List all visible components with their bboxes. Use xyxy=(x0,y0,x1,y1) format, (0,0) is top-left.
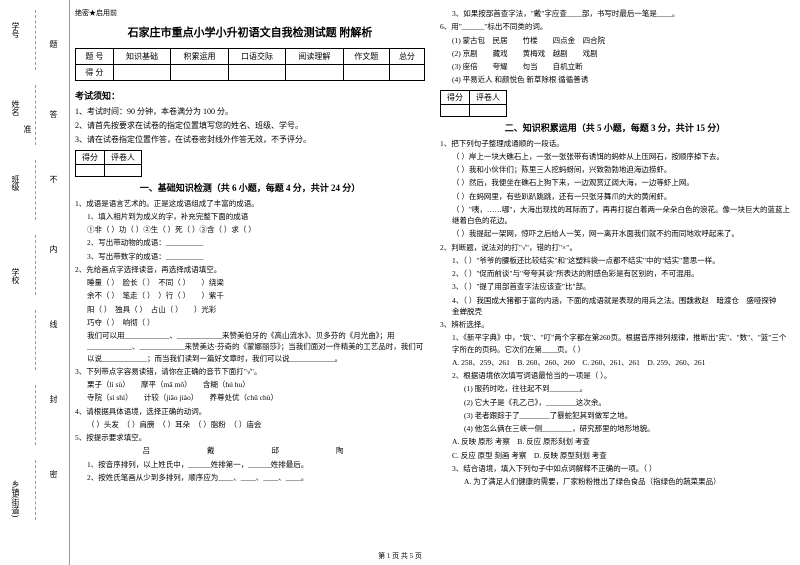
q3-row2: 寺院（sì shì） 计较（jiǎo jiào） 养尊处优（chǔ chù） xyxy=(75,392,425,403)
q6-r1: (1) 蒙古包 民居 竹楼 四点金 四合院 xyxy=(440,35,790,46)
q1-sub2: 2、写出带动物的成语：__________ xyxy=(75,237,425,248)
q1-line1: ①非（ ）功（ ）②生（ ）死（ ）③含（ ）求（ ） xyxy=(75,224,425,235)
section1-title: 一、基础知识检测（共 6 小题，每题 4 分，共计 24 分） xyxy=(75,181,425,194)
side-label-xuehao: 学号 xyxy=(10,22,21,38)
q2-row4: 巧夺（ ） 响彻（ ） xyxy=(75,317,425,328)
notice-3: 3、请在试卷指定位置作答，在试卷密封线外作答无效，不予评分。 xyxy=(75,134,425,145)
r1-l2: （ ）然后，我便坐在礁石上狗下来，一边观赏辽阔大海，一边等虾上网。 xyxy=(440,177,790,188)
r3-l4: (4) 他怎么俩在三峡一侧________，研究那里的地形地貌。 xyxy=(440,423,790,434)
side-v-bu: 不 xyxy=(48,175,59,183)
q3-row1: 栗子（lì sù） 摩平（mā mō） 含糊（hú hu） xyxy=(75,379,425,390)
q2-row3: 阳（ ） 独具（ ） 占山（ ） ）光彩 xyxy=(75,304,425,315)
side-v-xian: 线 xyxy=(48,320,59,328)
r3-l2: (2) 它大子是《孔乙己》，________这次余。 xyxy=(440,397,790,408)
r3-stem: 3、辨析选择。 xyxy=(440,319,790,330)
q1-sub1: 1、填入相片到为成义的字，补充完整下面的成语 xyxy=(75,211,425,222)
q6-r4: (4) 平易近人 和颜悦色 新草除根 循循善诱 xyxy=(440,74,790,85)
side-v-da: 答 xyxy=(48,110,59,118)
th-3: 口语交际 xyxy=(228,49,285,65)
r1-l0: （ ）岸上一块大礁石上，一张一张张带有诱饵的蚂蚱从上压网石，按顺序掉下去。 xyxy=(440,151,790,162)
r1-l5: （ ）我提起一架网，惊吓之后给人一笑，网一离开水面我们就不约而同地欢呼起来了。 xyxy=(440,228,790,239)
r2-i3: 4、（ ）我国成大猪都于富的内涵，下面的成语就是表现的用兵之法。围魏救赵 暗渡仓… xyxy=(440,295,790,318)
side-v-nei: 内 xyxy=(48,245,59,253)
score-table: 题 号 知识基础 积累运用 口语交际 阅读理解 作文题 总分 得 分 xyxy=(75,48,425,81)
binding-sidebar: 学号 题 姓名 答 准 不 班级 内 学校 线 封 密 乡镇(街道) xyxy=(0,0,70,565)
r3-opts2: A. 反映 原形 考察 B. 反应 原形刻划 考查 xyxy=(440,436,790,447)
row-label: 得 分 xyxy=(76,65,114,81)
r1-l3: （ ）在蚂网里，有些趴趴跳跳，还有一只张牙舞爪的大的黄闹虾。 xyxy=(440,191,790,202)
q1-sub3: 3、写出带数字的成语：__________ xyxy=(75,251,425,262)
notice-2: 2、请首先按要求在试卷的指定位置填写您的姓名、班级、学号。 xyxy=(75,120,425,131)
r1-l1: （ ）我和小伙伴们；陈里三人挖蚂蚜间，兴致勃勃地迫海边捞虾。 xyxy=(440,164,790,175)
q5-stem: 5、按提示要求填空。 xyxy=(75,432,425,443)
exam-title: 石家庄市重点小学小升初语文自我检测试题 附解析 xyxy=(75,24,425,40)
th-2: 积累运用 xyxy=(171,49,228,65)
q6-r2: (2) 京剧 藏戏 黄梅戏 越剧 戏剧 xyxy=(440,48,790,59)
side-v-zhun: 准 xyxy=(22,125,33,133)
side-v-feng: 封 xyxy=(48,395,59,403)
side-label-xingming: 姓名 xyxy=(10,100,21,116)
th-1: 知识基础 xyxy=(113,49,170,65)
left-column: 绝密★启用前 石家庄市重点小学小升初语文自我检测试题 附解析 题 号 知识基础 … xyxy=(75,8,425,489)
r1-stem: 1、把下列句子整理成通顺的一段话。 xyxy=(440,138,790,149)
r3-l1: (1) 服药时吃，往往起不到________。 xyxy=(440,383,790,394)
q5c: 3、如果按部首查字法，"戴"字应查____部，书写时最后一笔是____。 xyxy=(440,8,790,19)
th-0: 题 号 xyxy=(76,49,114,65)
q5-names: 吕 戴 邱 陶 xyxy=(75,445,425,456)
th-5: 作文题 xyxy=(343,49,389,65)
r3-opts1: A. 258、259、261 B. 260、260、260 C. 260、261… xyxy=(440,357,790,368)
notice-heading: 考试须知： xyxy=(75,89,425,102)
q6-r3: (3) 座倍 夸耀 句当 自机立断 xyxy=(440,61,790,72)
r2-stem: 2、判断题，说法对的打"√"，错的打"×"。 xyxy=(440,242,790,253)
th-6: 总分 xyxy=(389,49,424,65)
r2-i2: 3、（ ）"提了用部首查字法应该查"比"部。 xyxy=(440,281,790,292)
side-v-mi: 密 xyxy=(48,470,59,478)
mini2-c2: 评卷人 xyxy=(470,90,507,104)
mini-c2: 评卷人 xyxy=(105,150,142,164)
q4-stem: 4、请根据具体语境，选择正确的动词。 xyxy=(75,406,425,417)
q2-stem: 2、先给画点字选择读音，再选择成语填空。 xyxy=(75,264,425,275)
q1-stem: 1、成语是语言艺术的。正是这成语组成了丰富的成语。 xyxy=(75,198,425,209)
mini-c1: 得分 xyxy=(76,150,105,164)
mini2-c1: 得分 xyxy=(441,90,470,104)
side-label-xiangzhen: 乡镇(街道) xyxy=(10,480,21,517)
side-v-ti: 题 xyxy=(48,40,59,48)
grader-table-1: 得分评卷人 xyxy=(75,150,142,177)
r3-opts3: C. 反应 原型 刻画 考察 D. 反映 原型刻划 考查 xyxy=(440,450,790,461)
q4-opts: （ ）头发 （ ）肩膀 （ ）耳朵 （ ）脂粉 （ ）庙会 xyxy=(75,419,425,430)
r3-sub2: 2、根据语境依次填写词语最恰当的一项是（ ）。 xyxy=(440,370,790,381)
grader-table-2: 得分评卷人 xyxy=(440,90,507,117)
r3-l3: (3) 老者跟踪于了________了暴蛇犯其到做军之地。 xyxy=(440,410,790,421)
q2-row1: 睡量（ ） 脸长（ ） 不同（ ） ）绕梁 xyxy=(75,277,425,288)
side-label-banji: 班级 xyxy=(10,175,21,191)
r3-sub3: 3、结合语境，填入下列句子中如点词解释不正确的一项。（ ） xyxy=(440,463,790,474)
q5-sub2: 2、按姓氏笔画从少到多排列，顺序应为____、____、____、____。 xyxy=(75,472,425,483)
q2-row2: 余不（ ） 笔走（ ） ）行（ ） ）紫千 xyxy=(75,290,425,301)
r3-sub1: 1、《新平字典》中，"筑"、"叮"两个字都在第260页。根据音序排列规律，推断出… xyxy=(440,332,790,355)
q6: 6、用"______"标出不同类的词。 xyxy=(440,21,790,32)
th-4: 阅读理解 xyxy=(286,49,343,65)
q5-sub1: 1、按音序排列，以上姓氏中，______姓排第一，______姓排最后。 xyxy=(75,459,425,470)
r1-l4: （ ）"咦，……哪"，大海出现找的耳际而了，再再打捉白着两一朵朵白色的浪花。像一… xyxy=(440,204,790,227)
q3-stem: 3、下列带点字容易读错，请你在正确的音节下面打"√"。 xyxy=(75,366,425,377)
r2-i1: 2、（ ）"促而前谈"与"夸夸其谈"所表达的附感色彩是有区别的，不可混用。 xyxy=(440,268,790,279)
section2-title: 二、知识积累运用（共 5 小题，每题 3 分，共计 15 分） xyxy=(440,121,790,134)
side-label-xuexiao: 学校 xyxy=(10,268,21,284)
notice-1: 1、考试时间：90 分钟，本卷满分为 100 分。 xyxy=(75,106,425,117)
page-footer: 第 1 页 共 5 页 xyxy=(0,551,800,561)
r2-i0: 1、（ ）"爷爷的腰板还比较结实"和"这塑料袋一点都不结实"中的"结实"意思一样… xyxy=(440,255,790,266)
q2-fill1: 我们可以用____________、____________来赞美伯牙的《高山流… xyxy=(75,330,425,364)
content-area: 绝密★启用前 石家庄市重点小学小升初语文自我检测试题 附解析 题 号 知识基础 … xyxy=(75,8,795,489)
secret-label: 绝密★启用前 xyxy=(75,8,425,18)
r3-l5: A. 为了满足人们健康的需要，厂家粉粉推出了绿色食品（指绿色的蔬菜果品） xyxy=(440,476,790,487)
right-column: 3、如果按部首查字法，"戴"字应查____部，书写时最后一笔是____。 6、用… xyxy=(440,8,790,489)
